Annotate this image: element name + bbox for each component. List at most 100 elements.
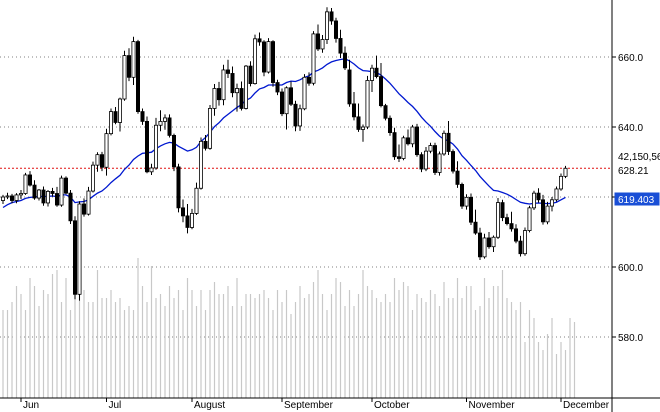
price-tag-label: 619.403: [618, 195, 655, 206]
candle-body: [401, 137, 406, 159]
y-tick-label: 660.0: [618, 53, 643, 64]
candle: [131, 36, 136, 85]
candle: [419, 152, 424, 173]
candle: [100, 151, 105, 172]
candle: [356, 103, 361, 132]
candle: [514, 224, 519, 244]
candle: [468, 193, 473, 225]
candle-body: [27, 174, 32, 186]
candle-body: [198, 140, 203, 189]
candle: [127, 48, 132, 82]
candle-body: [428, 145, 433, 152]
x-tick-label: Jun: [23, 400, 39, 411]
candle-body: [14, 194, 19, 201]
candle-body: [216, 88, 221, 101]
candle: [329, 8, 334, 25]
candle-body: [23, 174, 28, 194]
candle: [95, 152, 100, 172]
candle-body: [495, 202, 500, 238]
candle: [392, 127, 397, 160]
candle-body: [86, 190, 91, 215]
candle-body: [167, 117, 172, 136]
x-tick-label: December: [563, 400, 610, 411]
candle: [82, 198, 87, 217]
candle-body: [279, 91, 284, 115]
candle-body: [64, 177, 69, 194]
candle: [104, 128, 109, 176]
candle: [55, 186, 60, 207]
candle: [225, 59, 230, 78]
candle: [536, 188, 541, 203]
y-tick-label: 640.0: [618, 123, 643, 134]
candle-body: [527, 207, 532, 232]
candle-body: [288, 87, 293, 105]
candle-body: [365, 80, 370, 128]
candle: [86, 186, 91, 216]
candle: [559, 173, 564, 191]
candle: [64, 176, 69, 195]
candle: [446, 121, 451, 155]
price-tag-box: [614, 149, 660, 163]
candle: [550, 197, 555, 212]
candle: [288, 81, 293, 106]
candle-body: [392, 132, 397, 158]
candle: [252, 34, 257, 85]
candle: [315, 24, 320, 52]
candle: [27, 171, 32, 187]
candle-body: [446, 132, 451, 152]
candle-body: [171, 134, 176, 168]
candle: [455, 161, 460, 188]
candle-body: [441, 132, 446, 155]
candle-body: [189, 213, 194, 228]
candle: [18, 190, 23, 200]
candle-body: [464, 196, 469, 207]
candle-body: [541, 199, 546, 223]
candle: [477, 227, 482, 260]
candle-body: [82, 203, 87, 215]
candle: [91, 161, 96, 193]
candle-body: [477, 232, 482, 258]
candle-body: [234, 88, 239, 94]
candle: [459, 182, 464, 209]
price-tag-box: [614, 163, 660, 177]
candle-body: [122, 55, 127, 100]
candle: [257, 32, 262, 46]
candle: [140, 108, 145, 125]
price-tag: 619.403: [614, 192, 660, 206]
candle: [216, 81, 221, 106]
candle: [135, 39, 140, 114]
candle: [518, 235, 523, 257]
candle: [59, 175, 64, 207]
candle: [109, 108, 114, 136]
candle: [14, 193, 19, 204]
candle-body: [118, 98, 123, 123]
candle-body: [149, 167, 154, 173]
candle-body: [504, 217, 509, 224]
candle-body: [109, 111, 114, 135]
price-tag-label: 42,150,56: [618, 152, 660, 163]
candle-body: [37, 189, 42, 199]
candle: [176, 163, 181, 213]
candle: [185, 204, 190, 234]
candle: [167, 114, 172, 138]
candle-body: [302, 76, 307, 110]
candle-body: [559, 175, 564, 190]
candle: [369, 64, 374, 92]
price-tag: 628.21: [614, 163, 660, 177]
candle: [50, 187, 55, 197]
candle: [230, 66, 235, 98]
candle-body: [203, 140, 208, 149]
candle: [261, 40, 266, 77]
candle: [266, 38, 271, 74]
candle-body: [455, 170, 460, 185]
x-tick-label: October: [374, 400, 410, 411]
candle-body: [306, 76, 311, 84]
candle-body: [509, 223, 514, 230]
candle: [293, 100, 298, 132]
candle-body: [468, 196, 473, 223]
x-tick-label: August: [194, 400, 225, 411]
candle-body: [482, 237, 487, 258]
candle: [144, 116, 149, 174]
candle: [73, 216, 78, 300]
